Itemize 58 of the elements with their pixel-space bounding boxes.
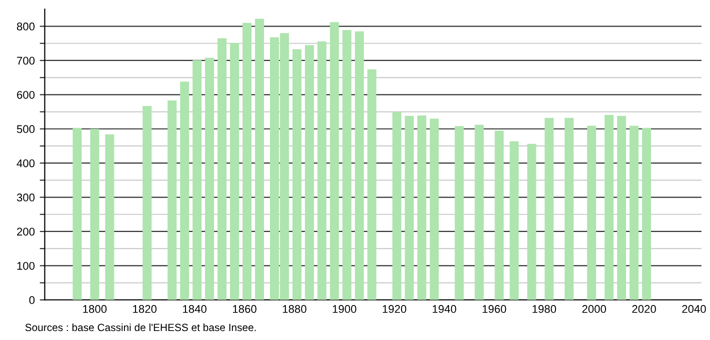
bar <box>292 49 302 300</box>
y-tick-label: 500 <box>16 125 35 134</box>
bar <box>367 69 376 300</box>
bar <box>304 45 314 300</box>
bar <box>587 126 596 300</box>
x-tick-label: 1920 <box>382 305 406 313</box>
bar <box>205 58 214 300</box>
x-tick-label: 1900 <box>332 305 356 313</box>
bar <box>630 126 639 300</box>
x-tick-label: 1800 <box>83 305 107 313</box>
bar <box>454 126 464 300</box>
bar <box>642 128 652 300</box>
bar <box>392 112 402 300</box>
bar <box>510 141 519 300</box>
bar <box>604 114 614 300</box>
bar <box>404 116 414 300</box>
bar <box>494 130 504 300</box>
bar <box>617 116 626 300</box>
bar <box>180 82 190 300</box>
y-tick-label: 0 <box>29 296 35 304</box>
bar <box>72 128 82 300</box>
bar <box>230 43 240 300</box>
x-tick-label: 2000 <box>582 305 606 313</box>
x-tick-label: 1860 <box>232 305 256 313</box>
bar <box>430 118 439 300</box>
x-tick-label: 1940 <box>432 305 456 313</box>
x-tick-label: 1820 <box>133 305 157 313</box>
x-tick-label: 1960 <box>482 305 506 313</box>
source-note: Sources : base Cassini de l'EHESS et base Insee. <box>25 323 256 332</box>
bar <box>192 60 202 300</box>
bar <box>168 100 177 300</box>
y-tick-label: 300 <box>16 194 35 202</box>
bar <box>105 134 114 300</box>
y-tick-label: 600 <box>17 90 35 99</box>
bar <box>474 124 484 300</box>
y-tick-label: 100 <box>17 262 35 270</box>
x-tick-label: 2040 <box>682 305 706 313</box>
bar <box>564 118 574 300</box>
y-tick-label: 800 <box>16 22 35 30</box>
bar <box>544 118 554 300</box>
bar <box>142 106 152 300</box>
bar <box>218 38 227 300</box>
x-tick-label: 1840 <box>183 305 206 313</box>
bar <box>417 116 426 300</box>
x-tick-label: 2020 <box>632 305 656 313</box>
bar <box>317 41 326 300</box>
bar <box>527 144 536 300</box>
y-tick-label: 400 <box>16 159 35 168</box>
bar <box>354 31 364 300</box>
bar <box>330 22 339 300</box>
y-tick-label: 200 <box>17 228 35 236</box>
bar <box>254 18 264 300</box>
x-tick-label: 1980 <box>532 305 556 313</box>
bar <box>342 30 352 300</box>
bar <box>242 22 252 300</box>
y-tick-label: 700 <box>17 56 35 65</box>
bar <box>90 128 100 300</box>
x-tick-label: 1880 <box>282 305 306 313</box>
